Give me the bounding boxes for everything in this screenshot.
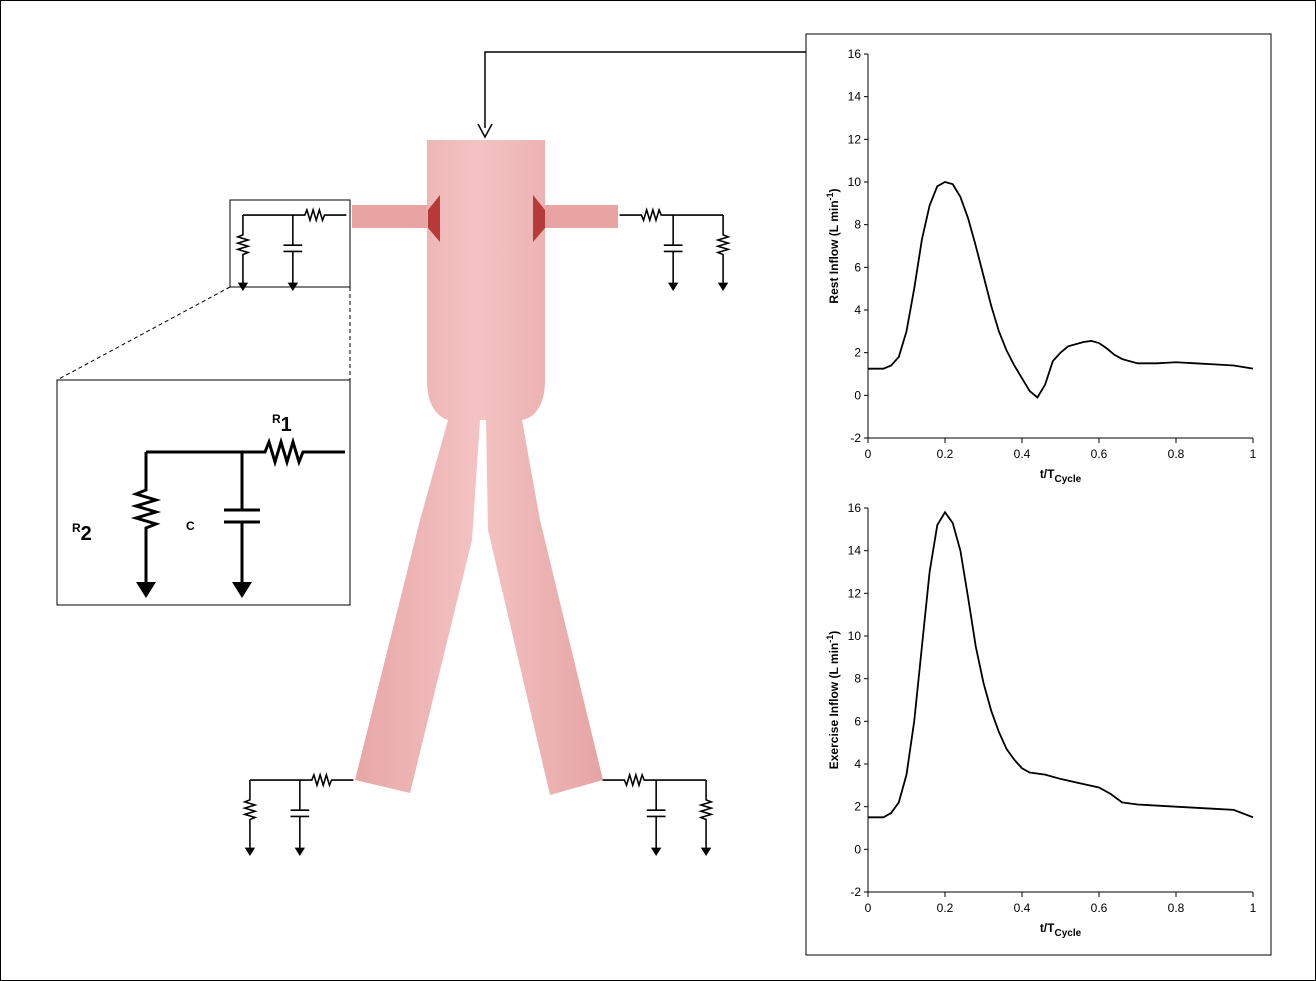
y-tick-label: 14 <box>848 544 862 558</box>
inlet-marker <box>533 195 545 242</box>
x-axis-label: t/TCycle <box>1040 467 1082 485</box>
x-tick-label: 0.4 <box>1014 447 1031 461</box>
c-label: C <box>186 519 195 533</box>
rcr-circuit <box>601 774 713 857</box>
x-tick-label: 0.6 <box>1091 447 1108 461</box>
r2-label: R2 <box>72 521 92 545</box>
x-tick-label: 0.4 <box>1014 901 1031 915</box>
left-branch <box>352 205 434 228</box>
y-tick-label: 8 <box>854 218 861 232</box>
x-label-text: t/T <box>1040 467 1055 481</box>
x-axis-label: t/TCycle <box>1040 921 1082 939</box>
y-tick-label: 4 <box>854 303 861 317</box>
rcr-circuit <box>618 209 730 292</box>
y-tick-label: 10 <box>848 175 862 189</box>
y-tick-label: 10 <box>848 629 862 643</box>
y-tick-label: -2 <box>850 431 861 445</box>
x-tick-label: 0.6 <box>1091 901 1108 915</box>
x-tick-label: 0.2 <box>937 901 954 915</box>
y-axis-label: Rest Inflow (L min-1) <box>825 188 841 303</box>
inflow-arrow <box>484 51 806 128</box>
zoom-box <box>56 379 351 606</box>
aorta <box>355 140 603 795</box>
zoom-source <box>229 199 351 288</box>
y-label-sup: -1 <box>825 192 835 200</box>
y-tick-label: 16 <box>848 501 862 515</box>
x-tick-label: 1 <box>1250 447 1257 461</box>
x-label-sub: Cycle <box>1054 928 1081 939</box>
inlet-marker <box>428 195 440 242</box>
x-tick-label: 1 <box>1250 901 1257 915</box>
x-tick-label: 0.2 <box>937 447 954 461</box>
y-tick-label: 14 <box>848 90 862 104</box>
rcr-circuit <box>243 774 355 857</box>
y-tick-label: -2 <box>850 885 861 899</box>
y-tick-label: 6 <box>854 260 861 274</box>
y-tick-label: 12 <box>848 586 862 600</box>
y-tick-label: 2 <box>854 800 861 814</box>
zoom-lines <box>56 286 351 381</box>
y-label-sup: -1 <box>825 635 835 643</box>
y-tick-label: 2 <box>854 346 861 360</box>
chart-panel <box>805 33 1272 956</box>
y-label-text: Rest Inflow (L min <box>827 200 841 303</box>
right-branch <box>538 205 618 228</box>
y-label-text: Exercise Inflow (L min <box>827 643 841 769</box>
x-label-sub: Cycle <box>1054 474 1081 485</box>
y-label-end: ) <box>827 631 841 635</box>
y-tick-label: 0 <box>854 842 861 856</box>
y-tick-label: 12 <box>848 132 862 146</box>
x-label-text: t/T <box>1040 921 1055 935</box>
x-tick-label: 0.8 <box>1168 901 1185 915</box>
y-label-end: ) <box>827 188 841 192</box>
y-tick-label: 16 <box>848 47 862 61</box>
y-tick-label: 8 <box>854 672 861 686</box>
arrow-head <box>477 123 493 139</box>
x-tick-label: 0.8 <box>1168 447 1185 461</box>
y-tick-label: 4 <box>854 757 861 771</box>
rcr-circuit <box>236 209 348 292</box>
r1-label: R1 <box>272 412 292 436</box>
y-tick-label: 0 <box>854 388 861 402</box>
flow-curve <box>868 181 1254 399</box>
y-tick-label: 6 <box>854 714 861 728</box>
x-tick-label: 0 <box>865 901 872 915</box>
flow-curve <box>868 510 1254 819</box>
x-tick-label: 0 <box>865 447 872 461</box>
y-axis-label: Exercise Inflow (L min-1) <box>825 631 841 770</box>
